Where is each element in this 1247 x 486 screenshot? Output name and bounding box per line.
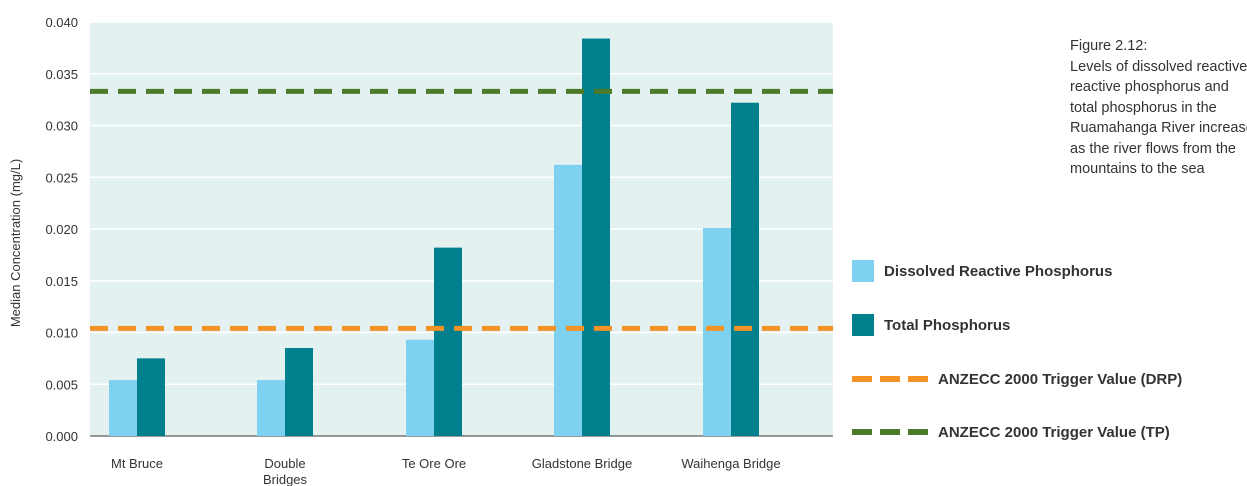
legend-label-drp-trigger: ANZECC 2000 Trigger Value (DRP) xyxy=(938,370,1183,388)
bar-drp xyxy=(109,380,137,436)
legend-swatch-drp xyxy=(852,260,874,282)
bar-tp xyxy=(731,102,759,436)
legend-item-drp-trigger: ANZECC 2000 Trigger Value (DRP) xyxy=(852,368,1182,390)
bar-tp xyxy=(137,358,165,436)
legend-dash-drp-trigger xyxy=(852,376,928,382)
y-tick-label: 0.025 xyxy=(45,170,78,185)
caption-line: reactive phosphorus and xyxy=(1070,79,1229,95)
caption-line: Figure 2.12: xyxy=(1070,38,1148,54)
reference-lines xyxy=(90,88,833,331)
legend-label-tp-trigger: ANZECC 2000 Trigger Value (TP) xyxy=(938,423,1170,441)
x-tick-label: Te Ore Ore xyxy=(402,456,466,471)
caption-line: as the river flows from the xyxy=(1070,140,1236,157)
caption-line: total phosphorus in the xyxy=(1070,99,1217,116)
legend-label-drp: Dissolved Reactive Phosphorus xyxy=(884,262,1113,280)
y-tick-label: 0.010 xyxy=(45,326,78,341)
y-tick-label: 0.005 xyxy=(45,377,78,392)
y-axis-ticks: 0.000 0.005 0.010 0.015 0.020 0.025 0.030 0.035… xyxy=(45,15,78,444)
bar-drp xyxy=(406,339,434,436)
y-tick-label: 0.030 xyxy=(45,119,78,134)
x-tick-label: Waihenga Bridge xyxy=(681,456,780,471)
legend-item-tp: Total Phosphorus xyxy=(852,314,1010,336)
bar-drp xyxy=(703,227,731,436)
bar-drp xyxy=(554,164,582,436)
bars xyxy=(109,38,759,437)
bar-drp xyxy=(257,380,285,436)
x-tick-label: Mt Bruce xyxy=(111,456,163,471)
legend-label-tp: Total Phosphorus xyxy=(884,316,1011,334)
x-tick-label: Bridges xyxy=(263,472,308,486)
bar-tp xyxy=(285,348,313,436)
caption-line: Levels of dissolved reactive xyxy=(1070,58,1247,75)
legend: Dissolved Reactive Phosphorus Total Phos… xyxy=(852,0,1247,486)
bar-tp xyxy=(434,247,462,436)
y-axis-label: Median Concentration (mg/L) xyxy=(8,159,23,327)
legend-item-tp-trigger: ANZECC 2000 Trigger Value (TP) xyxy=(852,421,1170,443)
caption-line: Ruamahanga River increase xyxy=(1070,120,1247,136)
caption-line: mountains to the sea xyxy=(1070,161,1205,177)
legend-item-drp: Dissolved Reactive Phosphorus xyxy=(852,260,1112,282)
x-tick-label: Double xyxy=(264,456,305,471)
x-tick-label: Gladstone Bridge xyxy=(532,456,632,471)
bar-tp xyxy=(582,38,610,437)
legend-swatch-tp xyxy=(852,314,874,336)
y-tick-label: 0.035 xyxy=(45,67,78,82)
y-tick-label: 0.015 xyxy=(45,274,78,289)
y-tick-label: 0.000 xyxy=(45,429,78,444)
legend-dash-tp-trigger xyxy=(852,429,928,435)
y-tick-label: 0.040 xyxy=(45,15,78,30)
figure-caption: Figure 2.12: Levels of dissolved reactiv… xyxy=(1070,36,1247,180)
y-tick-label: 0.020 xyxy=(45,222,78,237)
